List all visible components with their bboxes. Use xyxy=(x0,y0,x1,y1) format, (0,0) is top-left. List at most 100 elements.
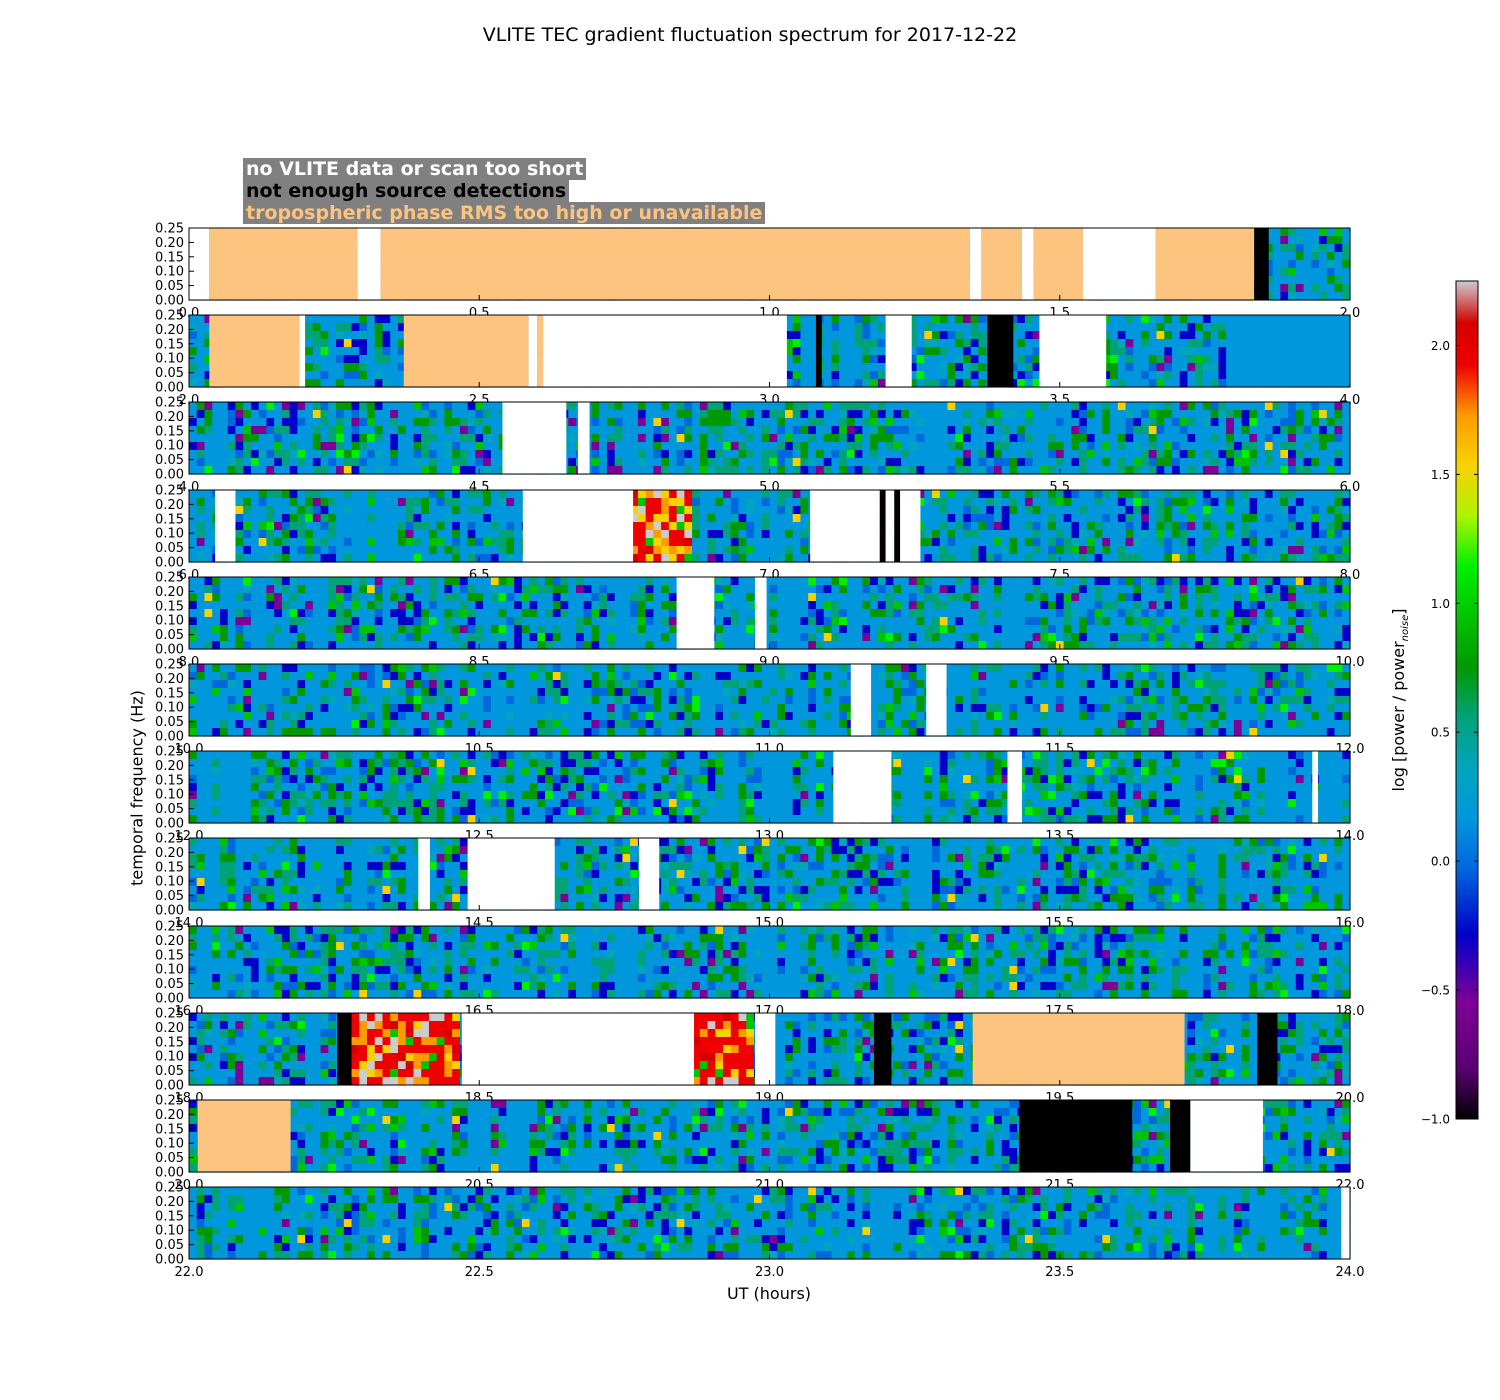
heatmap-cell xyxy=(901,458,910,467)
heatmap-cell xyxy=(243,410,252,419)
y-tick-label: 0.00 xyxy=(155,381,184,396)
heatmap-cell xyxy=(351,418,360,427)
heatmap-cell xyxy=(568,418,577,427)
heatmap-cell xyxy=(1117,331,1127,340)
heatmap-cell xyxy=(1110,450,1119,459)
heatmap-cell xyxy=(1141,458,1150,467)
heatmap-cell xyxy=(1179,450,1189,459)
heatmap-cell xyxy=(1117,323,1127,332)
heatmap-cell xyxy=(862,339,871,348)
heatmap-cell xyxy=(382,347,391,356)
heatmap-cell xyxy=(390,498,399,507)
heatmap-cell xyxy=(359,339,368,348)
heatmap-cell xyxy=(630,554,639,563)
heatmap-cell xyxy=(800,490,809,499)
heatmap-cell xyxy=(1326,236,1336,245)
heatmap-cell xyxy=(614,458,624,467)
heatmap-cell xyxy=(467,418,476,427)
heatmap-cell xyxy=(901,418,910,427)
heatmap-cell xyxy=(1303,442,1312,451)
heatmap-cell xyxy=(1125,315,1134,324)
heatmap-cell xyxy=(1334,339,1343,348)
heatmap-cell xyxy=(885,458,894,467)
heatmap-cell xyxy=(715,466,724,475)
heatmap-cell xyxy=(1001,426,1011,435)
heatmap-cell xyxy=(397,514,407,523)
heatmap-cell xyxy=(189,323,198,332)
heatmap-cell xyxy=(1195,418,1204,427)
heatmap-cell xyxy=(637,426,647,435)
heatmap-cell xyxy=(328,315,337,324)
heatmap-cell xyxy=(336,498,345,507)
heatmap-cell xyxy=(1171,418,1181,427)
heatmap-cell xyxy=(1319,292,1328,301)
y-tick-label: 0.25 xyxy=(155,309,184,324)
heatmap-cell xyxy=(939,418,949,427)
heatmap-cell xyxy=(336,554,345,563)
heatmap-cell xyxy=(823,363,833,372)
heatmap-cell xyxy=(436,450,446,459)
heatmap-cell xyxy=(243,530,252,539)
heatmap-cell xyxy=(1311,260,1320,269)
heatmap-cell xyxy=(668,434,678,443)
heatmap-cell xyxy=(831,331,840,340)
heatmap-cell xyxy=(243,426,252,435)
heatmap-cell xyxy=(839,450,848,459)
heatmap-cell xyxy=(421,410,430,419)
heatmap-cell xyxy=(839,434,848,443)
heatmap-cell xyxy=(204,442,213,451)
heatmap-cell xyxy=(459,490,469,499)
heatmap-cell xyxy=(568,434,577,443)
heatmap-cell xyxy=(374,323,384,332)
heatmap-cell xyxy=(924,458,933,467)
heatmap-cell xyxy=(932,339,941,348)
heatmap-cell xyxy=(614,450,624,459)
heatmap-cell xyxy=(692,514,701,523)
heatmap-cell xyxy=(668,498,678,507)
heatmap-cell xyxy=(1272,418,1281,427)
heatmap-cell xyxy=(1040,418,1049,427)
heatmap-cell xyxy=(924,315,933,324)
heatmap-cell xyxy=(924,402,933,411)
heatmap-cell xyxy=(823,355,833,364)
heatmap-cell xyxy=(1295,236,1305,245)
heatmap-cell xyxy=(1257,466,1266,475)
heatmap-cell xyxy=(916,371,925,380)
heatmap-cell xyxy=(359,554,368,563)
heatmap-cell xyxy=(645,498,654,507)
heatmap-cell xyxy=(390,339,399,348)
heatmap-cell xyxy=(955,410,964,419)
heatmap-cell xyxy=(668,458,678,467)
heatmap-cell xyxy=(312,538,322,547)
mask-black xyxy=(815,315,822,387)
heatmap-cell xyxy=(924,323,933,332)
heatmap-cell xyxy=(1009,450,1018,459)
heatmap-cell xyxy=(637,498,647,507)
heatmap-cell xyxy=(1079,402,1088,411)
heatmap-cell xyxy=(723,554,732,563)
heatmap-cell xyxy=(219,458,229,467)
heatmap-cell xyxy=(1249,410,1258,419)
heatmap-cell xyxy=(459,546,469,555)
heatmap-cell xyxy=(281,498,291,507)
heatmap-cell xyxy=(916,355,925,364)
heatmap-cell xyxy=(800,402,809,411)
heatmap-cell xyxy=(459,506,469,515)
heatmap-cell xyxy=(932,331,941,340)
heatmap-cell xyxy=(351,522,360,531)
heatmap-cell xyxy=(483,498,492,507)
heatmap-cell xyxy=(877,402,887,411)
heatmap-cell xyxy=(877,315,887,324)
heatmap-cell xyxy=(777,498,786,507)
heatmap-cell xyxy=(312,522,322,531)
heatmap-cell xyxy=(1288,284,1297,293)
heatmap-cell xyxy=(413,506,422,515)
heatmap-cell xyxy=(1303,450,1312,459)
heatmap-cell xyxy=(1311,236,1320,245)
heatmap-cell xyxy=(1334,228,1343,237)
heatmap-cells xyxy=(189,490,1351,563)
heatmap-cell xyxy=(661,514,670,523)
heatmap-cell xyxy=(777,402,786,411)
heatmap-cell xyxy=(1055,434,1065,443)
heatmap-cell xyxy=(305,371,314,380)
